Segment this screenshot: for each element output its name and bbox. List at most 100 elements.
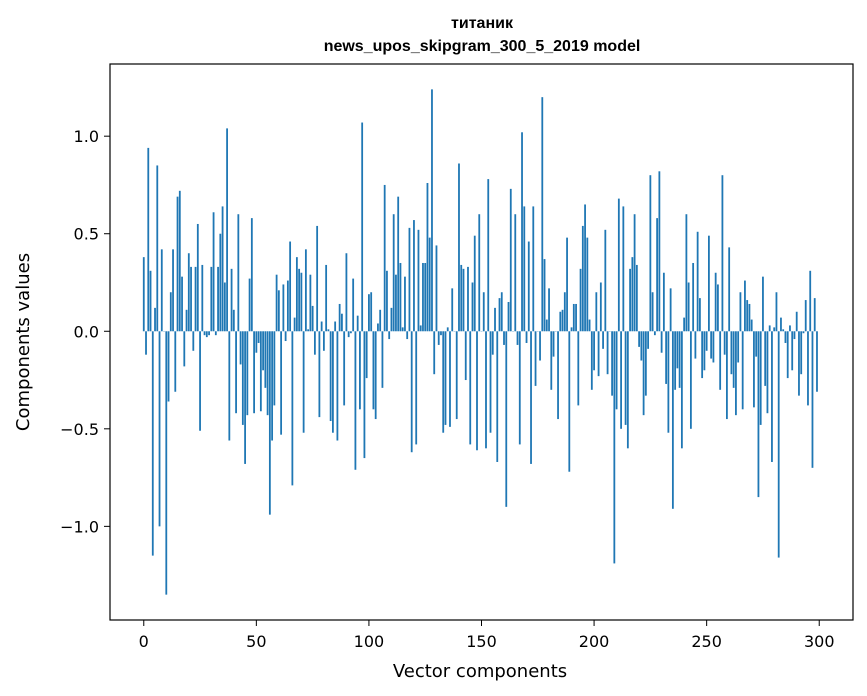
bar-275	[762, 276, 764, 332]
bar-252	[710, 331, 713, 359]
bar-253	[712, 331, 715, 363]
bar-247	[699, 298, 701, 332]
bar-41	[235, 331, 237, 414]
bar-211	[617, 198, 620, 332]
bar-145	[469, 331, 472, 445]
bar-176	[539, 331, 541, 361]
bar-68	[295, 257, 298, 332]
bar-296	[809, 270, 812, 332]
bar-241	[685, 214, 688, 332]
bar-3	[149, 270, 152, 332]
bar-25	[199, 331, 201, 431]
bar-219	[635, 264, 638, 332]
bar-120	[413, 220, 415, 332]
bar-228	[656, 218, 659, 332]
bar-21	[190, 266, 192, 332]
bar-243	[689, 331, 692, 429]
bar-137	[451, 288, 454, 332]
bar-95	[356, 315, 359, 332]
bar-174	[534, 331, 537, 386]
bar-265	[739, 292, 742, 332]
bar-73	[307, 329, 310, 332]
bar-161	[505, 331, 508, 507]
bar-13	[172, 249, 174, 332]
bar-70	[300, 272, 303, 332]
bar-4	[151, 331, 154, 556]
bar-58	[273, 331, 276, 406]
bar-151	[482, 292, 485, 332]
bar-91	[347, 331, 350, 338]
bar-30	[210, 266, 213, 332]
bar-263	[735, 331, 737, 416]
bar-208	[611, 331, 613, 396]
bar-156	[494, 307, 496, 332]
bar-202	[597, 331, 600, 377]
bar-45	[244, 331, 246, 464]
bar-18	[183, 331, 186, 367]
bar-222	[642, 331, 645, 416]
bar-168	[521, 132, 523, 332]
x-tick-label: 100	[354, 632, 385, 651]
bar-114	[399, 262, 402, 332]
bar-255	[717, 284, 719, 332]
bar-43	[239, 331, 242, 365]
bar-234	[669, 288, 672, 332]
bar-187	[563, 292, 566, 332]
x-tick-label: 200	[579, 632, 610, 651]
y-tick-label: 1.0	[74, 127, 99, 146]
bar-148	[476, 331, 478, 451]
bar-44	[241, 331, 244, 425]
bar-0	[142, 257, 145, 332]
bar-191	[572, 303, 575, 332]
bar-254	[714, 272, 717, 332]
bar-126	[426, 183, 429, 332]
chart-subtitle: news_upos_skipgram_300_5_2019 model	[324, 38, 641, 55]
bar-155	[491, 331, 494, 355]
bar-108	[386, 270, 388, 332]
bar-169	[523, 206, 526, 332]
bar-10	[165, 331, 168, 595]
bar-226	[651, 292, 654, 332]
bar-135	[446, 327, 449, 332]
bar-153	[487, 179, 490, 332]
bar-231	[662, 272, 665, 332]
bar-215	[626, 331, 629, 449]
bar-283	[780, 317, 782, 332]
bar-178	[543, 259, 546, 332]
bar-225	[649, 175, 652, 332]
bar-67	[293, 317, 296, 332]
bar-88	[341, 313, 343, 332]
bar-46	[246, 331, 249, 416]
bar-104	[377, 323, 379, 332]
bar-238	[678, 331, 681, 388]
bars-group	[142, 89, 818, 595]
bar-37	[226, 128, 228, 332]
bar-122	[417, 229, 420, 332]
bar-52	[259, 331, 262, 412]
bar-40	[232, 309, 235, 332]
bar-201	[595, 292, 598, 332]
bar-290	[795, 311, 798, 332]
bar-133	[442, 331, 445, 433]
bar-259	[726, 331, 728, 420]
bar-22	[192, 331, 195, 351]
bar-159	[500, 292, 503, 332]
bar-119	[410, 331, 413, 453]
bar-65	[289, 241, 292, 332]
bar-185	[559, 311, 562, 332]
bar-179	[545, 319, 548, 332]
bar-257	[721, 175, 724, 332]
bar-270	[750, 319, 753, 332]
bar-163	[509, 188, 512, 332]
bar-117	[406, 331, 409, 340]
bar-248	[701, 331, 704, 379]
bar-158	[498, 298, 501, 332]
y-tick-label: −1.0	[60, 517, 99, 536]
bar-289	[793, 331, 796, 340]
bar-267	[744, 280, 746, 332]
bar-8	[160, 249, 163, 332]
bar-90	[345, 253, 348, 332]
bar-84	[332, 331, 334, 433]
bar-195	[581, 225, 584, 332]
bar-140	[458, 163, 460, 332]
